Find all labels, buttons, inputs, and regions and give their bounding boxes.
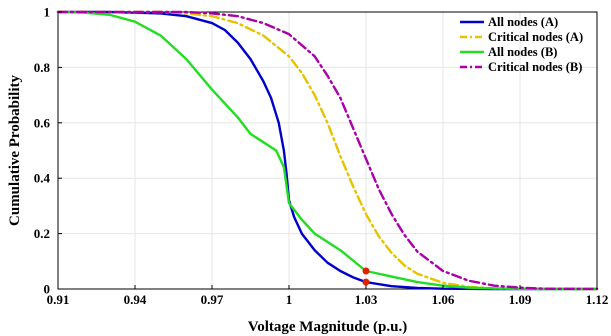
x-tick-label: 1.12 — [586, 292, 609, 307]
highlight-point — [362, 278, 370, 286]
highlight-point — [362, 267, 370, 275]
x-axis-label: Voltage Magnitude (p.u.) — [248, 319, 407, 335]
y-tick-label: 0.8 — [34, 60, 51, 75]
x-tick-label: 0.91 — [47, 292, 70, 307]
series-layer — [56, 10, 599, 291]
plot-area-frame — [57, 11, 598, 290]
marker-layer — [362, 267, 370, 286]
series-line-2 — [56, 10, 599, 291]
series-line-4 — [56, 10, 599, 291]
y-tick-label: 0.2 — [34, 226, 50, 241]
y-axis-label: Cumulative Probability — [7, 75, 23, 226]
x-tick-label: 1.06 — [432, 292, 455, 307]
y-tick-label: 0.6 — [34, 115, 51, 130]
x-tick-label: 0.94 — [124, 292, 147, 307]
x-tick-label: 1.09 — [509, 292, 532, 307]
series-line-3 — [56, 10, 599, 291]
y-axis-ticks: 0 0.2 0.4 0.6 0.8 1 — [34, 5, 62, 297]
legend-label: Critical nodes (A) — [488, 30, 583, 44]
y-tick-label: 1 — [44, 5, 51, 20]
y-tick-label: 0 — [44, 282, 51, 297]
x-axis-ticks: 0.91 0.94 0.97 1 1.03 1.06 1.09 1.12 — [47, 285, 609, 307]
x-tick-label: 1 — [286, 292, 293, 307]
legend-label: All nodes (B) — [488, 45, 557, 59]
x-tick-label: 0.97 — [201, 292, 224, 307]
y-tick-label: 0.4 — [34, 171, 51, 186]
legend-label: All nodes (A) — [488, 15, 558, 29]
legend: All nodes (A)Critical nodes (A)All nodes… — [460, 15, 583, 74]
legend-label: Critical nodes (B) — [488, 60, 582, 74]
x-tick-label: 1.03 — [355, 292, 378, 307]
